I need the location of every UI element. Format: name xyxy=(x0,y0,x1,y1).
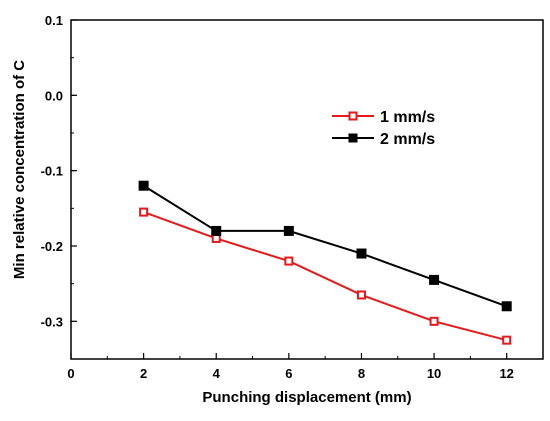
x-tick-label: 10 xyxy=(427,366,441,381)
plot-frame-group xyxy=(70,19,544,360)
x-tick-label: 2 xyxy=(140,366,147,381)
data-point xyxy=(429,274,440,285)
y-tick-label: 0.0 xyxy=(45,88,63,103)
data-point xyxy=(211,225,222,236)
y-tick-label: 0.1 xyxy=(45,13,63,28)
y-tick-label: -0.3 xyxy=(41,314,63,329)
data-point xyxy=(138,180,149,191)
series-2 xyxy=(138,180,512,312)
y-tick-label: -0.2 xyxy=(41,239,63,254)
x-tick-label: 0 xyxy=(67,366,74,381)
data-point xyxy=(502,335,512,345)
legend-marker xyxy=(348,111,358,121)
series-line xyxy=(143,211,507,342)
data-point xyxy=(283,225,294,236)
data-point xyxy=(211,233,221,243)
legend-item: 1 mm/s xyxy=(332,109,435,126)
legend-item: 2 mm/s xyxy=(332,131,435,148)
axis-ticks-group: 0 2 4 6 8 10 12 0.1 0.0 -0.1 -0.2 -0.3 xyxy=(41,13,514,381)
x-tick-label: 8 xyxy=(358,366,365,381)
series-1 xyxy=(139,207,512,345)
legend-label: 1 mm/s xyxy=(380,109,435,126)
plot-frame xyxy=(70,19,544,360)
data-point xyxy=(501,301,512,312)
x-tick-label: 4 xyxy=(213,366,221,381)
y-tick-label: -0.1 xyxy=(41,164,63,179)
series-group xyxy=(138,180,512,345)
legend-marker xyxy=(348,133,358,143)
x-tick-label: 12 xyxy=(499,366,513,381)
y-axis-title: Min relative concentration of C xyxy=(11,60,28,279)
data-point xyxy=(356,248,367,259)
data-point xyxy=(139,207,149,217)
data-point xyxy=(429,316,439,326)
data-point xyxy=(284,256,294,266)
data-point xyxy=(356,290,366,300)
x-tick-label: 6 xyxy=(285,366,292,381)
series-line xyxy=(143,184,508,308)
x-axis-title: Punching displacement (mm) xyxy=(202,389,411,406)
legend-label: 2 mm/s xyxy=(380,131,435,148)
legend: 1 mm/s 2 mm/s xyxy=(332,109,435,148)
